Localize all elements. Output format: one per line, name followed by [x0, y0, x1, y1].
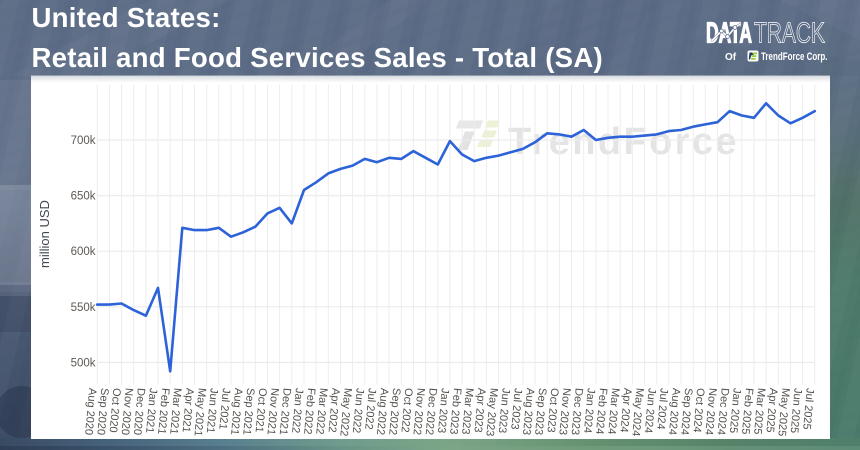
svg-text:Sep 2023: Sep 2023 [532, 388, 548, 436]
svg-text:Feb 2023: Feb 2023 [447, 388, 463, 435]
svg-text:Jun 2023: Jun 2023 [496, 388, 512, 434]
svg-text:Feb 2025: Feb 2025 [739, 388, 755, 435]
svg-text:May 2023: May 2023 [483, 388, 499, 437]
svg-text:Dec 2022: Dec 2022 [423, 388, 439, 436]
svg-text:650k: 650k [71, 191, 96, 203]
svg-text:Mar 2022: Mar 2022 [313, 388, 329, 435]
svg-text:Feb 2024: Feb 2024 [593, 388, 609, 435]
svg-text:Jun 2022: Jun 2022 [350, 388, 366, 434]
svg-text:Mar 2023: Mar 2023 [459, 388, 475, 435]
svg-text:Jun 2025: Jun 2025 [788, 388, 804, 434]
svg-text:Apr 2025: Apr 2025 [763, 388, 779, 434]
svg-text:Mar 2025: Mar 2025 [751, 388, 767, 435]
svg-text:Dec 2021: Dec 2021 [277, 388, 293, 436]
svg-text:Jun 2021: Jun 2021 [204, 388, 220, 434]
svg-text:Apr 2022: Apr 2022 [326, 388, 342, 434]
svg-text:Jan 2021: Jan 2021 [143, 388, 159, 434]
svg-text:May 2022: May 2022 [337, 388, 353, 437]
svg-text:Dec 2024: Dec 2024 [715, 388, 731, 436]
svg-text:Jan 2025: Jan 2025 [727, 388, 743, 434]
svg-text:700k: 700k [71, 135, 96, 147]
svg-text:Sep 2022: Sep 2022 [386, 388, 402, 436]
svg-text:Jul 2021: Jul 2021 [216, 388, 232, 430]
svg-text:Dec 2020: Dec 2020 [131, 388, 147, 436]
svg-text:600k: 600k [71, 246, 96, 258]
svg-text:Feb 2022: Feb 2022 [301, 388, 317, 435]
svg-text:Nov 2020: Nov 2020 [119, 388, 135, 436]
svg-text:Jul 2024: Jul 2024 [654, 388, 670, 430]
svg-text:Sep 2021: Sep 2021 [240, 388, 256, 436]
svg-text:United States:: United States: [32, 2, 221, 33]
svg-text:Aug 2024: Aug 2024 [666, 388, 682, 436]
svg-text:Aug 2022: Aug 2022 [374, 388, 390, 436]
svg-text:Aug 2021: Aug 2021 [228, 388, 244, 436]
svg-text:Retail and Food Services Sales: Retail and Food Services Sales - Total (… [32, 42, 603, 73]
svg-text:Aug 2023: Aug 2023 [520, 388, 536, 436]
svg-text:Jul 2022: Jul 2022 [362, 388, 378, 430]
svg-text:TRACK: TRACK [754, 17, 825, 49]
svg-text:550k: 550k [71, 302, 96, 314]
svg-text:May 2025: May 2025 [775, 388, 791, 437]
svg-text:Sep 2024: Sep 2024 [678, 388, 694, 436]
svg-text:Mar 2024: Mar 2024 [605, 388, 621, 435]
svg-text:million USD: million USD [37, 200, 52, 268]
svg-text:Nov 2021: Nov 2021 [265, 388, 281, 436]
svg-text:Feb 2021: Feb 2021 [155, 388, 171, 435]
svg-text:Apr 2021: Apr 2021 [180, 388, 196, 434]
svg-text:Jan 2024: Jan 2024 [581, 388, 597, 434]
svg-text:Mar 2021: Mar 2021 [167, 388, 183, 435]
svg-text:Sep 2020: Sep 2020 [94, 388, 110, 436]
svg-text:Jul 2023: Jul 2023 [508, 388, 524, 430]
svg-text:TrendForce: TrendForce [508, 121, 739, 163]
svg-text:Apr 2024: Apr 2024 [618, 388, 634, 434]
svg-text:Jan 2023: Jan 2023 [435, 388, 451, 434]
svg-text:Dec 2023: Dec 2023 [569, 388, 585, 436]
svg-text:Jul 2025: Jul 2025 [800, 388, 816, 430]
svg-text:Oct 2022: Oct 2022 [399, 388, 415, 434]
svg-text:Aug 2020: Aug 2020 [82, 388, 98, 436]
svg-text:Oct 2021: Oct 2021 [253, 388, 269, 434]
svg-text:Jun 2024: Jun 2024 [642, 388, 658, 434]
svg-text:Nov 2024: Nov 2024 [702, 388, 718, 436]
svg-text:Of: Of [725, 52, 737, 63]
svg-text:Nov 2023: Nov 2023 [556, 388, 572, 436]
svg-text:Apr 2023: Apr 2023 [472, 388, 488, 434]
svg-text:Oct 2023: Oct 2023 [545, 388, 561, 434]
svg-text:Nov 2022: Nov 2022 [411, 388, 427, 436]
svg-text:Jan 2022: Jan 2022 [289, 388, 305, 434]
svg-text:Oct 2020: Oct 2020 [107, 388, 123, 434]
svg-text:Oct 2024: Oct 2024 [690, 388, 706, 434]
svg-text:500k: 500k [71, 357, 96, 369]
svg-text:May 2021: May 2021 [192, 388, 208, 437]
svg-text:May 2024: May 2024 [629, 388, 645, 437]
svg-text:TrendForce Corp.: TrendForce Corp. [761, 51, 828, 63]
